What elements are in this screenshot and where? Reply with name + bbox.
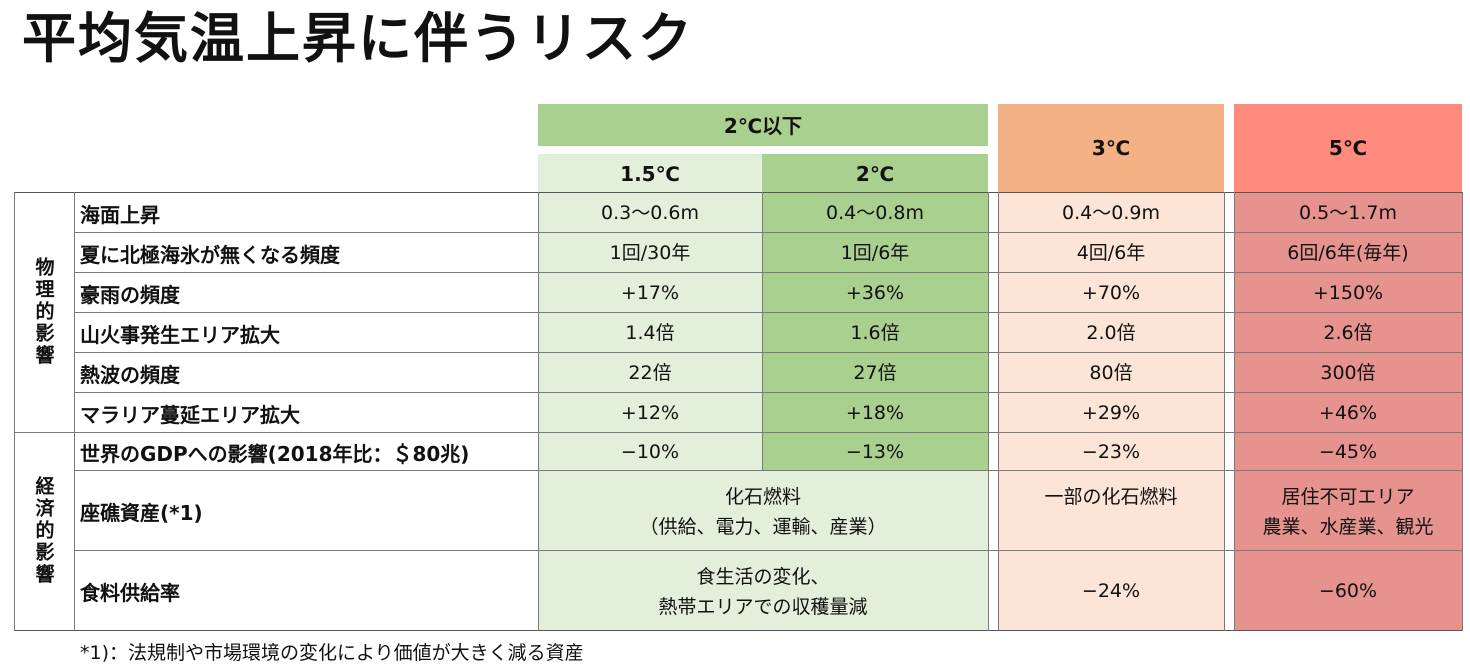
- cell-wildfire-2: 1.6倍: [850, 322, 900, 344]
- grid-line: [74, 470, 1462, 471]
- category-economic: 経済的影響: [32, 476, 55, 586]
- cell-heavy-rain-15: +17%: [620, 282, 680, 304]
- cell-wildfire-15: 1.4倍: [625, 322, 675, 344]
- row-label-sea-level: 海面上昇: [80, 202, 160, 227]
- cell-malaria-15: +12%: [620, 402, 680, 424]
- grid-line: [1462, 192, 1463, 631]
- cell-food-3: −24%: [1081, 580, 1141, 602]
- grid-line: [538, 192, 539, 631]
- col-2-bg: [762, 192, 988, 470]
- cell-sea-level-5: 0.5〜1.7m: [1299, 202, 1397, 224]
- grid-line: [14, 432, 1462, 433]
- header-2c: 2℃: [855, 162, 895, 186]
- stranded-2c-line2: （供給、電力、運輸、産業）: [639, 516, 887, 538]
- header-2c-group-bg: [538, 104, 988, 146]
- cell-stranded-5: 居住不可エリア 農業、水産業、観光: [1234, 474, 1462, 550]
- cell-sea-level-15: 0.3〜0.6m: [601, 202, 699, 224]
- stranded-5-line2: 農業、水産業、観光: [1262, 516, 1434, 538]
- grid-line: [14, 630, 1462, 631]
- header-5c: 5℃: [1328, 136, 1368, 160]
- row-label-malaria: マラリア蔓延エリア拡大: [80, 402, 300, 427]
- row-label-gdp: 世界のGDPへの影響(2018年比：＄80兆): [80, 441, 470, 466]
- cell-stranded-2c-group: 化石燃料 （供給、電力、運輸、産業）: [538, 474, 988, 550]
- cell-heatwave-2: 27倍: [853, 362, 897, 384]
- grid-line: [74, 392, 1462, 393]
- header-3c: 3℃: [1091, 136, 1131, 160]
- header-15-bg: [538, 154, 762, 192]
- cell-malaria-5: +46%: [1318, 402, 1378, 424]
- grid-line: [14, 192, 1462, 193]
- header-2-bg: [762, 154, 988, 192]
- grid-line: [74, 192, 75, 631]
- grid-line: [74, 232, 1462, 233]
- cell-food-2c-group: 食生活の変化、 熱帯エリアでの収穫量減: [538, 552, 988, 630]
- cell-malaria-3: +29%: [1081, 402, 1141, 424]
- cell-heatwave-5: 300倍: [1320, 362, 1376, 384]
- cell-sea-level-3: 0.4〜0.9m: [1062, 202, 1160, 224]
- grid-line: [1234, 192, 1235, 631]
- footnote: *1)：法規制や市場環境の変化により価値が大きく減る資産: [80, 642, 584, 664]
- grid-line: [74, 550, 1462, 551]
- cell-food-5: −60%: [1318, 580, 1378, 602]
- stranded-5-line1: 居住不可エリア: [1281, 486, 1415, 508]
- cell-wildfire-3: 2.0倍: [1086, 322, 1136, 344]
- header-2c-group: 2℃以下: [723, 114, 803, 138]
- cell-gdp-5: −45%: [1318, 441, 1378, 463]
- cell-heavy-rain-5: +150%: [1312, 282, 1384, 304]
- header-3-bg: [998, 104, 1224, 192]
- row-label-food-supply: 食料供給率: [80, 580, 180, 605]
- grid-line: [762, 192, 763, 470]
- page-title: 平均気温上昇に伴うリスク: [22, 7, 694, 70]
- grid-line: [74, 352, 1462, 353]
- cell-gdp-3: −23%: [1081, 441, 1141, 463]
- food-2c-line1: 食生活の変化、: [696, 566, 830, 588]
- grid-line: [74, 272, 1462, 273]
- category-physical: 物理的影響: [32, 257, 55, 367]
- cell-stranded-3: 一部の化石燃料: [1044, 486, 1178, 508]
- cell-arctic-ice-5: 6回/6年(毎年): [1287, 242, 1409, 264]
- cell-heatwave-3: 80倍: [1089, 362, 1133, 384]
- cell-gdp-15: −10%: [620, 441, 680, 463]
- cell-sea-level-2: 0.4〜0.8m: [826, 202, 924, 224]
- grid-line: [988, 192, 989, 631]
- header-5-bg: [1234, 104, 1462, 192]
- cell-heatwave-15: 22倍: [628, 362, 672, 384]
- row-label-wildfire: 山火事発生エリア拡大: [80, 322, 280, 347]
- col-3-bg: [998, 192, 1224, 630]
- row-label-arctic-ice: 夏に北極海氷が無くなる頻度: [80, 242, 340, 267]
- grid-line: [74, 312, 1462, 313]
- cell-heavy-rain-2: +36%: [845, 282, 905, 304]
- cell-arctic-ice-2: 1回/6年: [840, 242, 910, 264]
- cell-gdp-2: −13%: [845, 441, 905, 463]
- cell-malaria-2: +18%: [845, 402, 905, 424]
- row-label-heatwave: 熱波の頻度: [80, 362, 180, 387]
- grid-line: [998, 192, 999, 631]
- col-5-bg: [1234, 192, 1462, 630]
- grid-line: [14, 192, 15, 631]
- header-1-5c: 1.5℃: [620, 162, 680, 186]
- stranded-2c-line1: 化石燃料: [724, 486, 801, 508]
- cell-wildfire-5: 2.6倍: [1323, 322, 1373, 344]
- row-label-stranded-assets: 座礁資産(*1): [80, 500, 203, 525]
- cell-arctic-ice-3: 4回/6年: [1076, 242, 1146, 264]
- grid-line: [1224, 192, 1225, 631]
- cell-heavy-rain-3: +70%: [1081, 282, 1141, 304]
- cell-arctic-ice-15: 1回/30年: [609, 242, 691, 264]
- food-2c-line2: 熱帯エリアでの収穫量減: [658, 596, 868, 618]
- col-15-bg: [538, 192, 762, 470]
- row-label-heavy-rain: 豪雨の頻度: [80, 282, 180, 307]
